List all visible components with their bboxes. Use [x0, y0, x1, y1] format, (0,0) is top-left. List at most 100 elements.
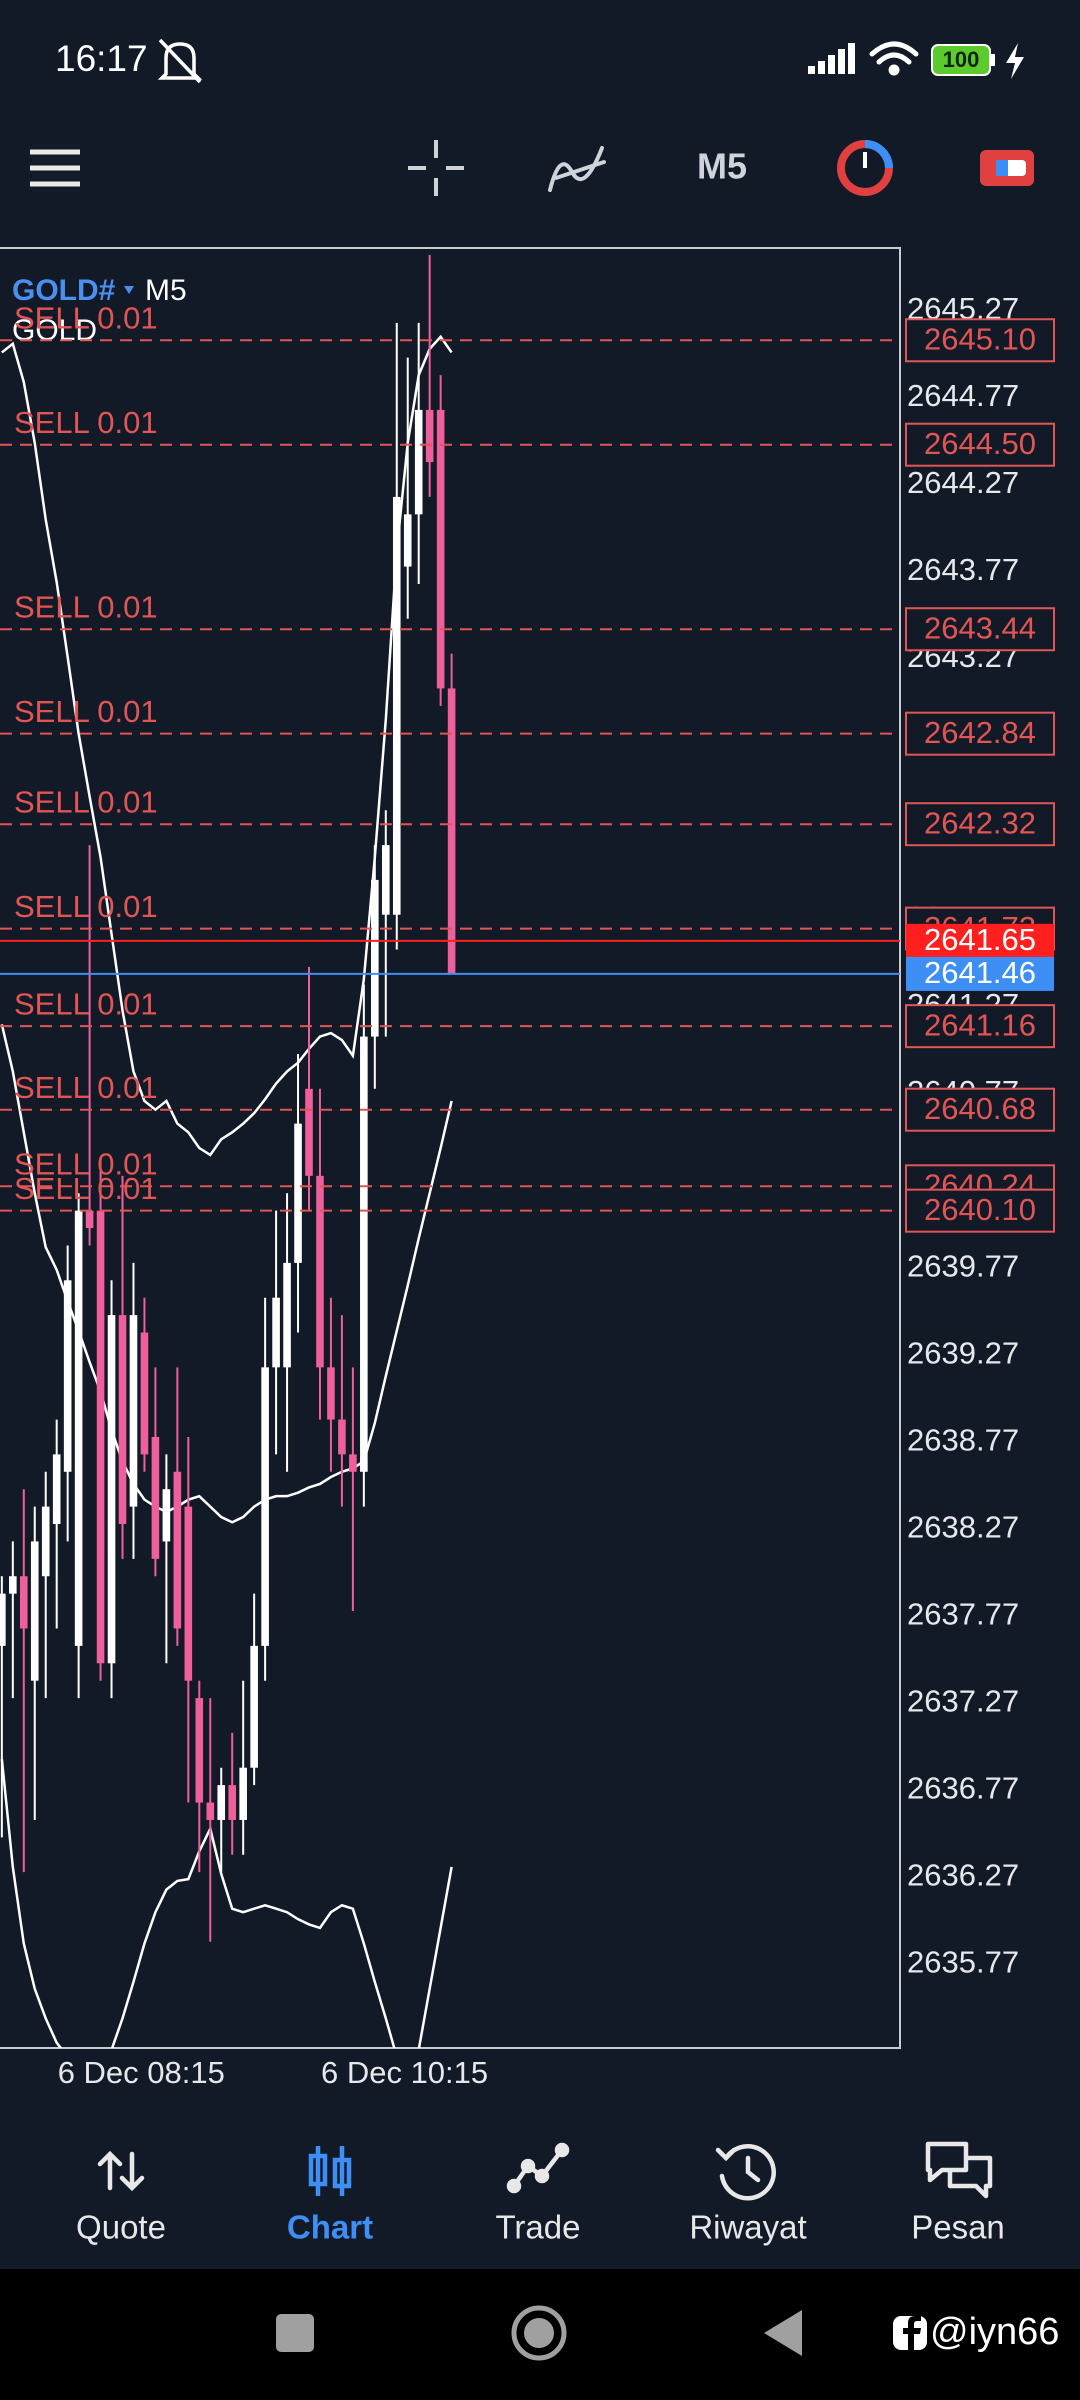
candle-body [403, 514, 412, 567]
bid-price-box [906, 956, 1054, 991]
indicators-button[interactable] [548, 146, 606, 192]
ask-price-label: 2641.65 [924, 922, 1036, 957]
y-tick-label: 2644.27 [907, 465, 1019, 500]
candle-body [261, 1367, 269, 1646]
order-price-box [905, 607, 1055, 652]
order-price-box [905, 1087, 1055, 1132]
candle-body [217, 1785, 226, 1820]
menu-button[interactable] [30, 149, 80, 187]
nav-label[interactable]: Chart [287, 2209, 373, 2246]
band-line [0, 1758, 453, 2048]
symbol-dropdown[interactable] [124, 286, 134, 294]
symbol[interactable]: GOLD# [12, 274, 116, 307]
status-time: 16:17 [55, 38, 148, 79]
y-tick-label: 2639.27 [907, 1335, 1019, 1370]
y-tick-label: 2636.77 [907, 1771, 1019, 1806]
candle-body [239, 1767, 247, 1820]
candle-body [414, 409, 423, 515]
candle-body [425, 409, 434, 463]
x-tick-label: 6 Dec 10:15 [321, 2055, 488, 2090]
nav-chart-icon[interactable] [308, 2146, 352, 2196]
candle-body [283, 1262, 291, 1368]
y-tick-label: 2643.77 [907, 552, 1019, 587]
mute-icon [157, 38, 203, 84]
trade-button[interactable] [980, 150, 1034, 186]
order-label: SELL 0.01 [14, 300, 158, 335]
candle-body [305, 1088, 313, 1176]
back-button[interactable] [764, 2310, 802, 2356]
y-tick-label: 2635.77 [907, 1945, 1019, 1980]
order-price-label: 2641.16 [924, 1007, 1036, 1042]
order-label: SELL 0.01 [14, 1070, 158, 1105]
candle-body [162, 1489, 171, 1542]
x-tick-label: 6 Dec 08:15 [58, 2055, 225, 2090]
candle-body [107, 1315, 116, 1664]
candle-body [9, 1576, 17, 1594]
candle-body [184, 1506, 193, 1681]
crosshair-button[interactable] [408, 140, 464, 196]
timeframe-button[interactable]: M5 [697, 146, 747, 187]
order-label: SELL 0.01 [14, 986, 158, 1021]
nav-label[interactable]: Trade [496, 2209, 581, 2246]
candle-body [63, 1280, 72, 1472]
candle-body [140, 1332, 149, 1455]
candle-body [327, 1367, 335, 1420]
order-label: SELL 0.01 [14, 1171, 158, 1206]
wifi-icon [869, 41, 919, 76]
order-price-label: 2642.84 [924, 715, 1036, 750]
ask-price-box [906, 923, 1054, 958]
order-price-box [905, 318, 1055, 363]
candle-body [272, 1297, 280, 1368]
candle-body [360, 1036, 368, 1472]
signal-icon [808, 43, 855, 74]
bid-price-label: 2641.46 [924, 955, 1036, 990]
order-price-box [905, 802, 1055, 847]
order-label: SELL 0.01 [14, 784, 158, 819]
battery-level: 100 [943, 47, 980, 72]
nav-label[interactable]: Pesan [911, 2209, 1005, 2246]
watermark: @iyn66 [930, 2311, 1059, 2353]
candle-body [392, 496, 401, 915]
y-tick-label: 2637.27 [907, 1684, 1019, 1719]
order-price-label: 2644.50 [924, 426, 1036, 461]
symbol-description: GOLD [12, 314, 97, 347]
y-tick-label: 2638.27 [907, 1509, 1019, 1544]
candle-body [96, 1210, 105, 1664]
nav-quote-icon[interactable] [97, 2150, 145, 2192]
nav-history-icon[interactable] [715, 2144, 776, 2201]
nav-label[interactable]: Riwayat [689, 2209, 806, 2246]
candle-body [41, 1506, 50, 1577]
candle-body [447, 688, 456, 974]
home-button[interactable] [511, 2305, 567, 2361]
nav-messages-icon[interactable] [925, 2141, 993, 2199]
nav-label[interactable]: Quote [76, 2209, 166, 2246]
objects-button[interactable] [837, 140, 893, 196]
candle-body [195, 1698, 204, 1803]
candle-body [436, 409, 445, 689]
candle-body [371, 879, 379, 1037]
band-line [1, 334, 453, 1157]
nav-trade-icon[interactable] [506, 2142, 570, 2194]
order-label: SELL 0.01 [14, 1146, 158, 1181]
candle-body [30, 1541, 39, 1681]
candle-body [151, 1436, 160, 1559]
candle-body [381, 845, 390, 915]
candle-body [52, 1454, 61, 1525]
candle-body [206, 1802, 215, 1820]
candle-body [316, 1175, 324, 1368]
recents-button[interactable] [276, 2314, 314, 2352]
y-tick-label: 2638.77 [907, 1422, 1019, 1457]
order-label: SELL 0.01 [14, 694, 158, 729]
candle-body [349, 1454, 357, 1472]
order-price-label: 2642.32 [924, 805, 1036, 840]
charging-icon [1006, 43, 1024, 79]
y-tick-label: 2639.77 [907, 1248, 1019, 1283]
order-price-label: 2640.10 [924, 1192, 1036, 1227]
order-price-box [905, 422, 1055, 467]
candle-body [250, 1645, 258, 1768]
candle-body [0, 1593, 6, 1646]
order-price-box [905, 711, 1055, 756]
order-price-label: 2643.44 [924, 610, 1036, 645]
bottom-nav: Quote Chart Trade Riwayat Pesan [76, 2209, 1005, 2246]
